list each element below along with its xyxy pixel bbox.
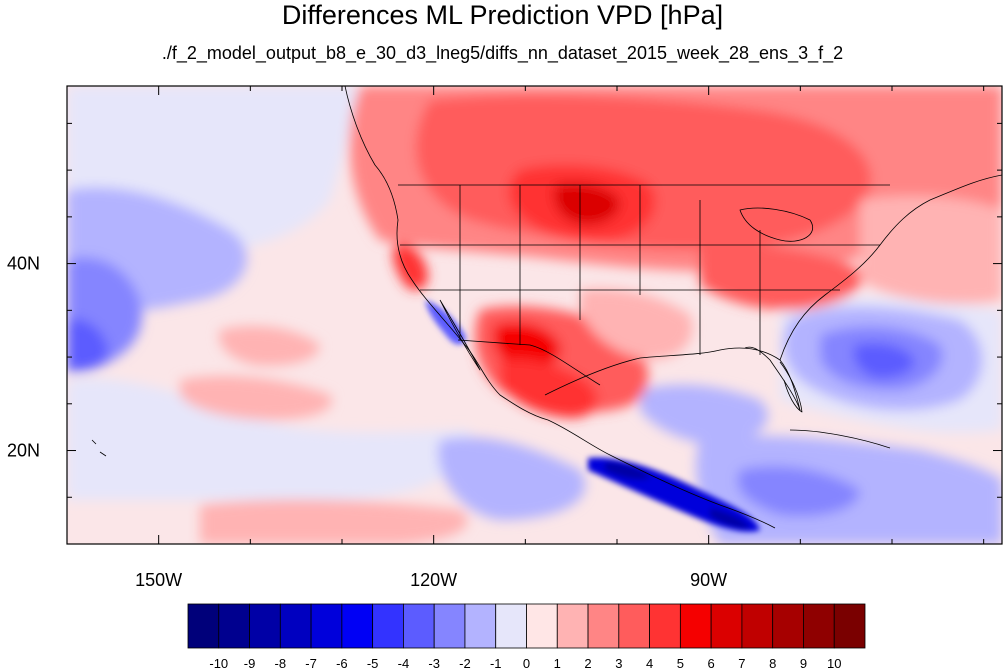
gulf-coast-line xyxy=(544,346,801,411)
colorbar-swatch xyxy=(403,603,435,649)
colorbar-swatch xyxy=(433,603,466,649)
colorbar-swatch xyxy=(187,603,220,649)
field-blobs xyxy=(67,86,1002,544)
colorbar-swatch xyxy=(833,603,866,649)
axis-ticks xyxy=(66,86,1002,544)
map-area xyxy=(67,86,1002,544)
central-america-dark-blue-east-core xyxy=(710,508,750,529)
pacific-pink-band xyxy=(180,375,332,420)
colorbar-label: -5 xyxy=(367,656,379,671)
colorbar-label: -7 xyxy=(305,656,317,671)
east-pink-region xyxy=(860,195,1002,304)
colorbar-swatch xyxy=(741,603,774,649)
colorbar-label: -2 xyxy=(459,656,471,671)
south-pacific-lavender-region xyxy=(67,378,472,500)
colorbar-label: 0 xyxy=(523,656,530,671)
y-tick-label: 20N xyxy=(7,441,40,461)
hawaii-islands xyxy=(91,439,107,457)
cuba-outline xyxy=(789,429,891,449)
atlantic-dark-blue-region xyxy=(853,343,915,379)
west-coast-line xyxy=(344,86,776,529)
colorbar-label: 10 xyxy=(827,656,841,671)
colorbar-label: 8 xyxy=(769,656,776,671)
dakotas-dark-red-region xyxy=(554,183,621,225)
colorbar-label: 4 xyxy=(646,656,653,671)
florida-outline xyxy=(779,361,803,413)
colorbar-label: 1 xyxy=(554,656,561,671)
gulf-blue-region xyxy=(640,384,768,445)
coastlines-and-borders xyxy=(91,86,1002,529)
colorbar-label: 3 xyxy=(615,656,622,671)
colorbar-label: 9 xyxy=(800,656,807,671)
colorbar-label: -1 xyxy=(490,656,502,671)
colorbar-label: 2 xyxy=(584,656,591,671)
colorbar-swatch xyxy=(341,603,374,649)
caribbean-mid-blue-region xyxy=(737,466,860,517)
colorbar-swatch xyxy=(679,603,712,649)
mexico-plateau-red-region xyxy=(500,358,598,418)
colorbar-label: -3 xyxy=(428,656,440,671)
colorbar-label: -9 xyxy=(244,656,256,671)
colorbar-label: -4 xyxy=(398,656,410,671)
arizona-dark-red-region xyxy=(492,322,561,369)
colorbar-swatch xyxy=(218,603,250,649)
colorbar-swatch xyxy=(587,603,620,649)
y-tick-label: 40N xyxy=(7,254,40,274)
california-red-region xyxy=(393,244,428,291)
colorbar-swatch xyxy=(372,603,404,649)
strong-anomaly-patches xyxy=(425,300,760,532)
colorbar-swatch xyxy=(710,603,743,649)
x-tick-label: 120W xyxy=(410,570,457,590)
axis-tick-labels: 150W 120W 90W 40N 20N xyxy=(7,254,727,590)
colorbar-label: 7 xyxy=(738,656,745,671)
colorbar-swatch xyxy=(279,603,312,649)
us-mexico-border xyxy=(457,339,601,386)
colorbar-swatch xyxy=(803,603,835,649)
central-america-dark-blue-core xyxy=(605,462,650,480)
pacific-pink-patch xyxy=(219,325,320,366)
colorbar-swatch xyxy=(649,603,681,649)
colorbar-swatch xyxy=(310,603,343,649)
colorbar-label: -10 xyxy=(209,656,228,671)
colorbar-labels: -10 -9 -8 -7 -6 -5 -4 -3 -2 -1 0 1 2 3 4 5 6 7 8 9 10 xyxy=(209,656,841,671)
plot-title: Differences ML Prediction VPD [hPa] xyxy=(281,0,724,30)
colorbar-swatch xyxy=(249,603,281,649)
map-frame xyxy=(66,85,1003,545)
x-tick-label: 150W xyxy=(135,570,182,590)
south-pink-band xyxy=(200,499,468,544)
great-lakes-outline xyxy=(739,207,813,242)
baja-peninsula-line xyxy=(439,299,481,371)
colorbar-label: -8 xyxy=(275,656,287,671)
south-pacific-blue-region xyxy=(438,437,586,520)
texas-pink-region xyxy=(580,288,693,360)
pacific-dark-blue-region xyxy=(67,319,109,372)
colorbar-swatch xyxy=(464,603,497,649)
colorbar xyxy=(187,603,866,649)
colorbar-swatch xyxy=(618,603,650,649)
east-us-red-region xyxy=(700,246,862,311)
plot-subtitle: ./f_2_model_output_b8_e_30_d3_lneg5/diff… xyxy=(161,43,844,63)
colorbar-swatch xyxy=(495,603,527,649)
colorbar-label: 6 xyxy=(708,656,715,671)
colorbar-label: -6 xyxy=(336,656,348,671)
colorbar-swatch xyxy=(556,603,589,649)
colorbar-label: 5 xyxy=(677,656,684,671)
colorbar-swatch xyxy=(772,603,804,649)
x-tick-label: 90W xyxy=(690,570,727,590)
colorbar-swatch xyxy=(526,603,558,649)
